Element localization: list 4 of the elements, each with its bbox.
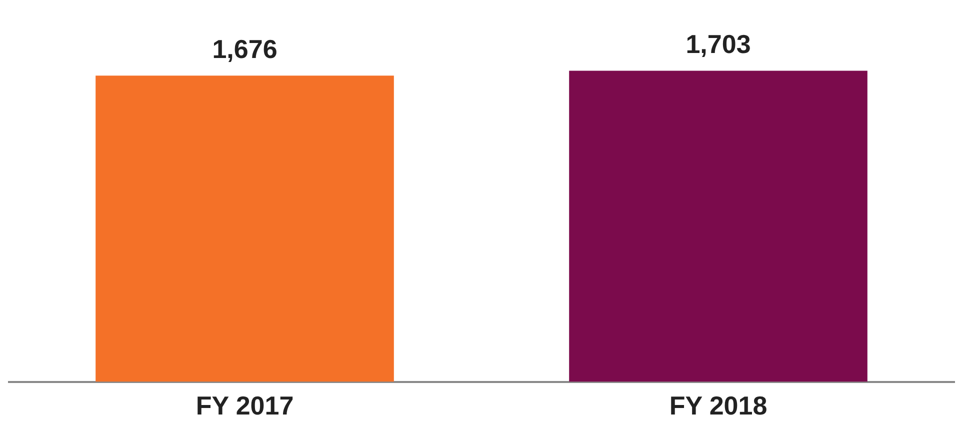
x-tick-label: FY 2017 <box>196 390 294 421</box>
x-tick-label: FY 2018 <box>669 390 768 421</box>
data-label: 1,676 <box>212 34 278 64</box>
data-label: 1,703 <box>686 28 751 59</box>
